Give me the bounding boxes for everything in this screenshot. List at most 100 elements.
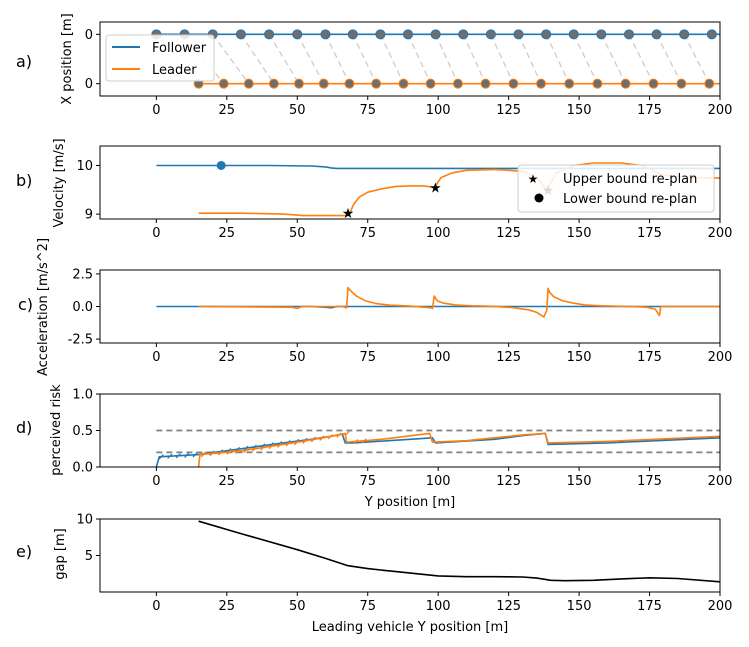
xtick-label-a-1: 25 [219,103,236,118]
xtick-label-b-7: 175 [637,226,662,241]
panel-d-perceived-risk: 0 25 50 75 100 125 150 175 200 0.0 0.5 1.0 [72,388,732,490]
leader-marker-12 [508,78,519,89]
series-line-e-gap [198,520,721,583]
xtick-label-d-6: 150 [567,474,592,489]
follower-marker-7 [347,29,358,40]
legend-a-follower-label: Follower [152,41,207,56]
xtick-label-c-6: 150 [567,350,592,365]
leader-marker-16 [620,78,631,89]
xtick-label-e-2: 50 [289,599,306,614]
ylabel-x-position: X position [m] [60,13,75,104]
ytick-label-d-0: 0.0 [72,461,93,476]
xtick-label-e-7: 175 [637,599,662,614]
connector-line-4 [268,33,300,85]
follower-marker-4 [264,29,275,40]
xtick-label-d-1: 25 [219,474,236,489]
lower-replan-dot-0 [216,160,226,170]
leader-marker-2 [243,78,254,89]
xtick-label-a-2: 50 [289,103,306,118]
xtick-label-c-4: 100 [426,350,451,365]
legend-b-circle-icon [534,193,544,203]
xtick-label-d-5: 125 [496,474,521,489]
xtick-label-e-4: 100 [426,599,451,614]
ytick-label-e-0: 5 [85,549,93,564]
leader-marker-11 [480,78,491,89]
follower-marker-18 [651,29,662,40]
xtick-label-a-0: 0 [152,103,160,118]
xtick-label-a-3: 75 [359,103,376,118]
axes-frame-e [99,518,721,593]
series-jitter-d-1 [201,430,367,458]
connector-line-5 [296,34,325,84]
leader-marker-14 [564,78,575,89]
follower-marker-9 [403,29,414,40]
xtick-label-d-4: 100 [426,474,451,489]
connector-line-10 [435,34,459,84]
xtick-label-b-6: 150 [567,226,592,241]
xtick-label-c-0: 0 [152,350,160,365]
connector-line-6 [324,34,351,84]
xtick-label-e-6: 150 [567,599,592,614]
connector-line-14 [545,34,570,84]
follower-marker-5 [292,29,303,40]
xtick-label-b-3: 75 [359,226,376,241]
follower-marker-10 [430,29,441,40]
panel-a-x-position: 0 25 50 75 100 125 150 175 200 0 0 [85,21,733,118]
ytick-label-b-0: 9 [85,208,93,223]
xtick-label-b-1: 25 [219,226,236,241]
panel-letter-c: c) [18,295,33,314]
xtick-label-b-8: 200 [708,226,733,241]
xtick-label-e-0: 0 [152,599,160,614]
connector-line-12 [490,34,515,84]
follower-marker-20 [706,29,717,40]
follower-marker-11 [458,29,469,40]
panel-letter-b: b) [16,171,32,190]
xtick-label-e-5: 125 [496,599,521,614]
xtick-label-a-7: 175 [637,103,662,118]
series-line-c-leader [198,286,720,318]
follower-marker-12 [485,29,496,40]
xtick-label-a-8: 200 [708,103,733,118]
ytick-label-c-2: 2.5 [72,267,93,282]
upper-replan-star-1: ★ [429,180,442,196]
connector-line-3 [240,33,275,85]
leader-marker-1 [218,78,229,89]
xtick-label-d-7: 175 [637,474,662,489]
follower-marker-16 [596,29,607,40]
xtick-label-e-1: 25 [219,599,236,614]
legend-b-upper-label: Upper bound re-plan [563,172,697,187]
ytick-label-e-1: 10 [76,513,93,528]
panel-c-acceleration: 0 25 50 75 100 125 150 175 200 -2.5 0.0 2.5 [68,267,733,365]
leader-marker-5 [318,78,329,89]
panel-e-gap: 0 25 50 75 100 125 150 175 200 5 10 [76,513,732,615]
legend-b-frame [517,164,715,213]
follower-marker-8 [375,29,386,40]
ytick-label-a-1: 0 [85,77,93,92]
connector-line-16 [600,34,627,84]
xtick-label-d-3: 75 [359,474,376,489]
follower-marker-17 [623,29,634,40]
panel-letter-d: d) [16,418,32,437]
xtick-label-a-4: 100 [426,103,451,118]
leader-marker-4 [293,78,304,89]
connector-line-18 [655,34,683,84]
leader-marker-18 [676,78,687,89]
xtick-label-d-0: 0 [152,474,160,489]
leader-marker-15 [592,78,603,89]
connector-line-19 [683,34,710,84]
series-line-b-leader [198,162,721,217]
xlabel-leading-vehicle: Leading vehicle Y position [m] [312,620,508,635]
xtick-label-b-0: 0 [152,226,160,241]
connector-line-13 [517,34,542,84]
xtick-label-c-5: 125 [496,350,521,365]
xtick-label-e-3: 75 [359,599,376,614]
follower-marker-19 [679,29,690,40]
legend-b-lower-label: Lower bound re-plan [563,192,697,207]
connector-line-11 [462,34,487,84]
xtick-label-d-2: 50 [289,474,306,489]
ylabel-gap: gap [m] [53,528,68,579]
connector-line-7 [352,34,377,84]
leader-marker-13 [536,78,547,89]
ylabel-perceived-risk: perceived risk [49,384,64,476]
